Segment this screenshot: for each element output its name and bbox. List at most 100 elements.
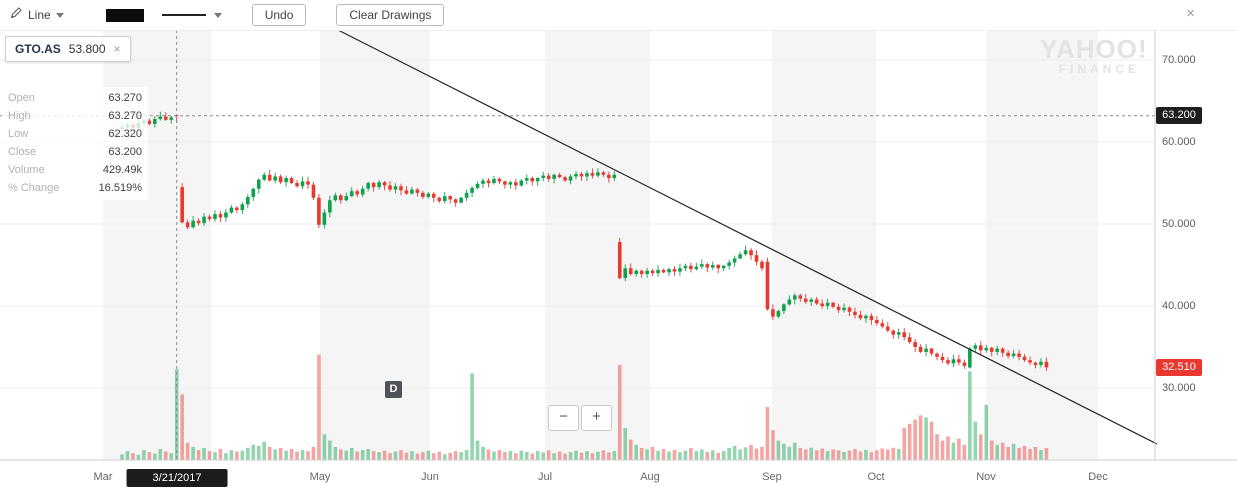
volume-bar <box>771 430 775 460</box>
volume-bar <box>273 449 277 460</box>
pencil-icon <box>10 6 23 24</box>
line-tool-dropdown[interactable]: Line <box>10 6 64 24</box>
candle-body <box>503 181 507 185</box>
chevron-down-icon <box>55 13 64 18</box>
volume-bar <box>371 451 376 460</box>
candle-body <box>918 347 923 352</box>
volume-bar <box>661 449 666 460</box>
candle-body <box>973 345 978 349</box>
volume-bar <box>968 371 972 460</box>
clear-drawings-button[interactable]: Clear Drawings <box>336 4 445 26</box>
candle-body <box>721 265 726 269</box>
candle-body <box>224 212 228 218</box>
color-swatch-picker[interactable] <box>105 8 144 22</box>
volume-bar <box>136 454 141 460</box>
volume-bar <box>246 447 250 460</box>
legend-value: 16.519% <box>98 182 142 194</box>
volume-bar <box>694 451 699 460</box>
candle-body <box>776 310 781 317</box>
candle-body <box>514 182 518 186</box>
volume-bar <box>1022 445 1027 460</box>
candle-body <box>891 330 896 335</box>
candle-body <box>847 307 852 312</box>
volume-bar <box>743 447 748 460</box>
volume-bar <box>951 442 956 460</box>
candle-body <box>732 258 737 263</box>
candle-body <box>524 178 529 181</box>
legend-value: 62.320 <box>108 128 142 140</box>
undo-button[interactable]: Undo <box>251 4 307 26</box>
volume-bar <box>213 452 217 460</box>
candle-body <box>968 348 972 368</box>
volume-bar <box>940 440 945 460</box>
volume-bar <box>486 449 491 460</box>
close-icon[interactable]: × <box>1186 5 1195 22</box>
volume-bar <box>847 450 852 460</box>
candle-body <box>656 269 660 274</box>
x-axis-label-dec: Dec <box>1088 471 1108 483</box>
line-style-dropdown[interactable] <box>161 12 222 18</box>
volume-bar <box>732 445 737 460</box>
legend-row-open: Open 63.270 <box>8 89 142 107</box>
volume-bar <box>886 449 890 460</box>
candle-body <box>700 264 704 267</box>
candle-body <box>317 197 321 225</box>
candle-body <box>727 262 731 266</box>
legend-value: 429.49k <box>102 164 142 176</box>
candle-body <box>886 326 890 331</box>
candle-body <box>787 299 792 305</box>
legend-row-volume: Volume 429.49k <box>8 161 142 179</box>
drawing-toolbar: Line Undo Clear Drawings <box>0 0 1237 31</box>
candle-body <box>765 261 770 310</box>
legend-value: 63.200 <box>108 146 142 158</box>
candle-body <box>820 303 824 306</box>
interval-badge[interactable]: D <box>385 381 402 398</box>
candle-body <box>366 183 370 189</box>
candle-body <box>437 197 442 202</box>
candle-body <box>311 184 316 198</box>
candle-body <box>235 207 239 211</box>
volume-bar <box>738 449 742 460</box>
candle-body <box>831 302 835 307</box>
ticker-tab[interactable]: GTO.AS 53.800 × <box>5 36 131 62</box>
volume-bar <box>339 449 343 460</box>
volume-bar <box>125 451 130 460</box>
volume-bar <box>842 451 846 460</box>
candle-body <box>431 193 436 198</box>
x-axis-label-may: May <box>309 471 331 483</box>
volume-bar <box>650 446 655 460</box>
candle-body <box>793 295 797 300</box>
candle-body <box>218 214 223 218</box>
candle-body <box>579 173 584 177</box>
candle-body <box>185 222 190 228</box>
zoom-out-button[interactable]: − <box>548 405 579 431</box>
volume-bar <box>634 444 638 460</box>
volume-bar <box>683 450 688 460</box>
volume-bar <box>530 453 535 460</box>
zoom-in-button[interactable]: + <box>581 405 612 431</box>
x-axis-label-mar: Mar <box>93 471 113 483</box>
volume-bar <box>218 449 223 460</box>
volume-bar <box>721 451 726 460</box>
volume-bar <box>875 450 879 460</box>
candle-body <box>825 302 830 306</box>
volume-bar <box>497 450 502 460</box>
candle-body <box>339 195 343 201</box>
volume-bar <box>410 451 414 460</box>
candle-body <box>213 214 217 220</box>
volume-bar <box>628 439 633 460</box>
volume-bar <box>202 447 206 460</box>
legend-row-pct-change: % Change 16.519% <box>8 179 142 197</box>
candle-body <box>935 353 939 357</box>
candle-body <box>475 183 480 188</box>
volume-bar <box>574 450 578 460</box>
volume-bar <box>896 449 901 460</box>
volume-bar <box>262 441 267 460</box>
candle-body <box>404 190 409 194</box>
volume-bar <box>1006 446 1010 460</box>
legend-row-high: High 63.270 <box>8 107 142 125</box>
candle-body <box>382 182 387 186</box>
tab-close-icon[interactable]: × <box>113 42 121 56</box>
